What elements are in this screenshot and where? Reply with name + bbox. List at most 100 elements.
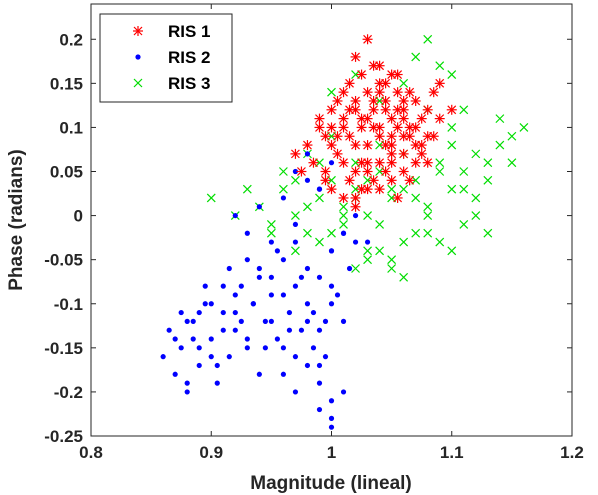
data-point: [310, 345, 317, 351]
data-point: [350, 51, 361, 62]
data-point: [435, 61, 445, 71]
data-point: [232, 292, 238, 298]
data-point: [435, 237, 445, 247]
data-point: [483, 158, 493, 168]
data-point: [387, 184, 397, 194]
data-point: [328, 160, 335, 166]
data-point: [208, 336, 214, 342]
data-point: [316, 380, 323, 386]
data-point: [314, 113, 325, 124]
data-point: [339, 219, 348, 229]
data-point: [339, 211, 348, 221]
data-point: [232, 212, 238, 219]
data-point: [422, 157, 433, 168]
data-point: [459, 219, 469, 229]
data-point: [410, 157, 421, 168]
series-2: [160, 151, 371, 430]
x-tick-label: 0.9: [199, 443, 223, 462]
data-point: [350, 95, 361, 106]
data-point: [386, 175, 397, 186]
data-point: [340, 230, 347, 236]
data-point: [291, 246, 300, 256]
y-tick-label: -0.25: [44, 427, 83, 446]
data-point: [196, 345, 202, 351]
data-point: [362, 34, 373, 45]
data-point: [296, 166, 307, 177]
data-point: [310, 309, 317, 316]
data-point: [386, 113, 397, 124]
data-point: [346, 265, 353, 272]
data-point: [274, 336, 280, 342]
data-point: [471, 149, 481, 159]
data-point: [350, 192, 361, 203]
data-point: [362, 87, 373, 98]
data-point: [387, 264, 397, 273]
data-point: [339, 202, 348, 212]
data-point: [411, 193, 421, 203]
data-point: [338, 157, 349, 168]
data-point: [326, 184, 337, 195]
data-point: [315, 193, 324, 203]
data-point: [316, 186, 323, 192]
data-point: [316, 274, 323, 280]
data-point: [280, 195, 286, 201]
data-point: [315, 237, 324, 247]
data-point: [202, 301, 208, 307]
data-point: [483, 228, 493, 238]
data-point: [238, 283, 244, 289]
legend-label-3: RIS 3: [168, 74, 211, 93]
data-point: [304, 362, 311, 369]
data-point: [392, 192, 403, 203]
data-point: [447, 140, 457, 150]
data-point: [334, 292, 341, 298]
data-point: [303, 228, 312, 238]
data-point: [356, 113, 367, 124]
data-point: [368, 104, 379, 115]
data-point: [244, 257, 250, 263]
data-point: [232, 309, 238, 316]
data-point: [206, 193, 216, 203]
data-point: [302, 140, 313, 151]
y-tick-label: -0.1: [54, 295, 83, 314]
data-point: [398, 95, 409, 106]
data-point: [208, 354, 214, 360]
data-point: [244, 336, 250, 342]
data-point: [292, 239, 299, 245]
data-point: [338, 192, 349, 203]
data-point: [356, 69, 367, 80]
data-point: [316, 362, 323, 369]
data-point: [268, 318, 274, 324]
legend-marker-3: [133, 78, 143, 88]
data-point: [280, 345, 286, 351]
data-point: [220, 309, 226, 316]
legend-label-2: RIS 2: [168, 48, 211, 67]
data-point: [344, 78, 355, 89]
y-tick-label: -0.15: [44, 339, 83, 358]
data-point: [368, 95, 379, 106]
data-point: [298, 274, 305, 280]
data-point: [375, 219, 385, 229]
data-point: [340, 318, 347, 324]
data-point: [292, 354, 299, 360]
data-point: [220, 283, 226, 289]
data-point: [392, 87, 403, 98]
data-point: [374, 60, 385, 71]
data-point: [178, 345, 184, 351]
data-point: [428, 131, 439, 142]
data-point: [326, 140, 337, 151]
data-point: [398, 113, 409, 124]
data-point: [392, 122, 403, 133]
data-point: [519, 123, 529, 132]
data-point: [286, 309, 293, 316]
data-point: [387, 255, 397, 265]
data-point: [404, 175, 415, 186]
data-point: [350, 166, 361, 177]
data-point: [416, 140, 427, 151]
data-point: [416, 148, 427, 159]
data-point: [328, 248, 335, 254]
data-point: [244, 345, 250, 351]
data-point: [375, 246, 385, 256]
legend-marker-1: [133, 26, 143, 36]
data-point: [459, 184, 469, 194]
